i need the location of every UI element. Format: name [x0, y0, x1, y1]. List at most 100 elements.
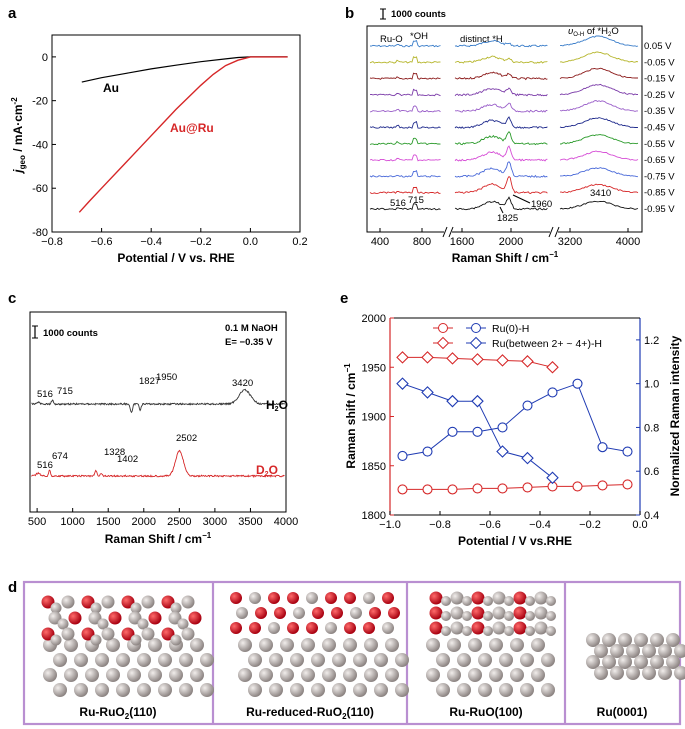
ruthenium-atom	[137, 618, 149, 630]
xtick-label-e: −0.6	[479, 519, 501, 531]
peak-label-d2o: 516	[37, 460, 53, 471]
ru-between-intensity-point	[421, 386, 434, 399]
ruthenium-atom	[85, 668, 99, 682]
raman-trace-b	[369, 175, 639, 195]
ruthenium-atom	[534, 621, 548, 635]
ruthenium-atom	[332, 683, 346, 697]
raman-trace-b	[369, 161, 639, 178]
ru-between-intensity-point	[471, 394, 484, 408]
ruthenium-atom	[450, 591, 464, 605]
ytick-label-a: -40	[32, 139, 48, 151]
ru0-shift-line	[402, 484, 628, 490]
oxygen-atom	[331, 607, 343, 619]
xtick-label-c: 1500	[96, 516, 120, 528]
au-label: Au	[103, 81, 119, 95]
ruthenium-atom	[50, 634, 62, 646]
oxygen-atom	[388, 607, 400, 619]
ru0-intensity-point	[497, 422, 508, 433]
ruthenium-atom	[478, 653, 492, 667]
ytick-label-a: -60	[32, 183, 48, 195]
oxygen-atom	[429, 621, 443, 635]
ruthenium-atom	[586, 633, 600, 647]
ruthenium-atom	[504, 596, 514, 606]
xtick-label-c: 500	[28, 516, 46, 528]
xtick-label-b: 800	[413, 236, 431, 248]
ruthenium-atom	[90, 634, 102, 646]
panel-c-xlabel: Raman Shift / cm−1	[105, 531, 212, 546]
ruthenium-atom	[447, 638, 461, 652]
ytick-label-a: 0	[42, 52, 48, 64]
ruthenium-atom	[520, 653, 534, 667]
ru0-shift-point	[497, 483, 508, 494]
ruthenium-atom	[602, 655, 616, 669]
ruthenium-atom	[504, 626, 514, 636]
oxygen-atom	[274, 607, 286, 619]
ruthenium-atom	[293, 607, 305, 619]
potential-label-b: -0.05 V	[644, 57, 675, 68]
ru-between-intensity-point	[446, 394, 459, 408]
ruthenium-atom	[602, 633, 616, 647]
ruthenium-atom	[586, 655, 600, 669]
ruthenium-atom	[499, 683, 513, 697]
ru-between-shift-point	[546, 360, 559, 374]
ruthenium-atom	[74, 653, 88, 667]
ruthenium-atom	[269, 653, 283, 667]
ruthenium-atom	[200, 653, 214, 667]
ruthenium-atom	[650, 633, 664, 647]
ruthenium-atom	[441, 596, 451, 606]
ann-h: distinct *H	[460, 34, 503, 45]
oxygen-atom	[255, 607, 267, 619]
ruthenium-atom	[290, 653, 304, 667]
ruthenium-atom	[504, 611, 514, 621]
panel-c: 1000 counts 0.1 M NaOH E= −0.35 V 516 715…	[28, 311, 298, 546]
ruthenium-atom	[658, 644, 672, 658]
ruthenium-atom	[525, 611, 535, 621]
ruthenium-atom	[322, 668, 336, 682]
ruthenium-atom	[74, 683, 88, 697]
ruthenium-atom	[170, 634, 182, 646]
ruthenium-atom	[280, 638, 294, 652]
ruthenium-atom	[395, 653, 409, 667]
ruthenium-atom	[462, 596, 472, 606]
xtick-label-b: 4000	[616, 236, 640, 248]
oxygen-atom	[68, 611, 82, 625]
ru-between-intensity-point	[496, 445, 509, 458]
ytick-label-right-e: 0.8	[644, 422, 659, 434]
ytick-label-a: -20	[32, 96, 48, 108]
ru0-intensity-line	[402, 383, 628, 457]
panel-b-letter: b	[345, 5, 354, 22]
ruthenium-atom	[181, 595, 195, 609]
xtick-label-c: 1000	[60, 516, 84, 528]
ruthenium-atom	[436, 653, 450, 667]
raman-trace-b	[369, 145, 639, 162]
raman-trace-b	[369, 83, 639, 97]
ruthenium-atom	[468, 668, 482, 682]
ruthenium-atom	[43, 668, 57, 682]
ru-between-shift-point	[521, 355, 534, 368]
xtick-label-c: 3500	[238, 516, 262, 528]
ruthenium-atom	[248, 683, 262, 697]
ruthenium-atom	[395, 683, 409, 697]
ruthenium-atom	[238, 668, 252, 682]
ruthenium-atom	[441, 626, 451, 636]
ruthenium-atom	[95, 653, 109, 667]
panel-e-ylabel-left: Raman shift / cm−1	[343, 363, 358, 469]
ruthenium-atom	[101, 595, 115, 609]
ruthenium-atom	[382, 622, 394, 634]
ann-516: 516	[390, 198, 406, 209]
ruthenium-atom	[618, 633, 632, 647]
ytick-label-left-e: 2000	[362, 313, 386, 325]
au-curve	[81, 56, 288, 83]
oxygen-atom	[513, 591, 527, 605]
ruthenium-atom	[457, 683, 471, 697]
peak-label-h2o: 3420	[232, 378, 253, 389]
ru-between-shift-point	[446, 352, 459, 365]
raman-trace-b	[369, 51, 639, 64]
potential-label-b: -0.95 V	[644, 204, 675, 215]
ruthenium-atom	[137, 683, 151, 697]
ru0-intensity-point	[597, 442, 608, 453]
oxygen-atom	[249, 622, 261, 634]
ruthenium-atom	[311, 683, 325, 697]
ruthenium-atom	[181, 627, 195, 641]
